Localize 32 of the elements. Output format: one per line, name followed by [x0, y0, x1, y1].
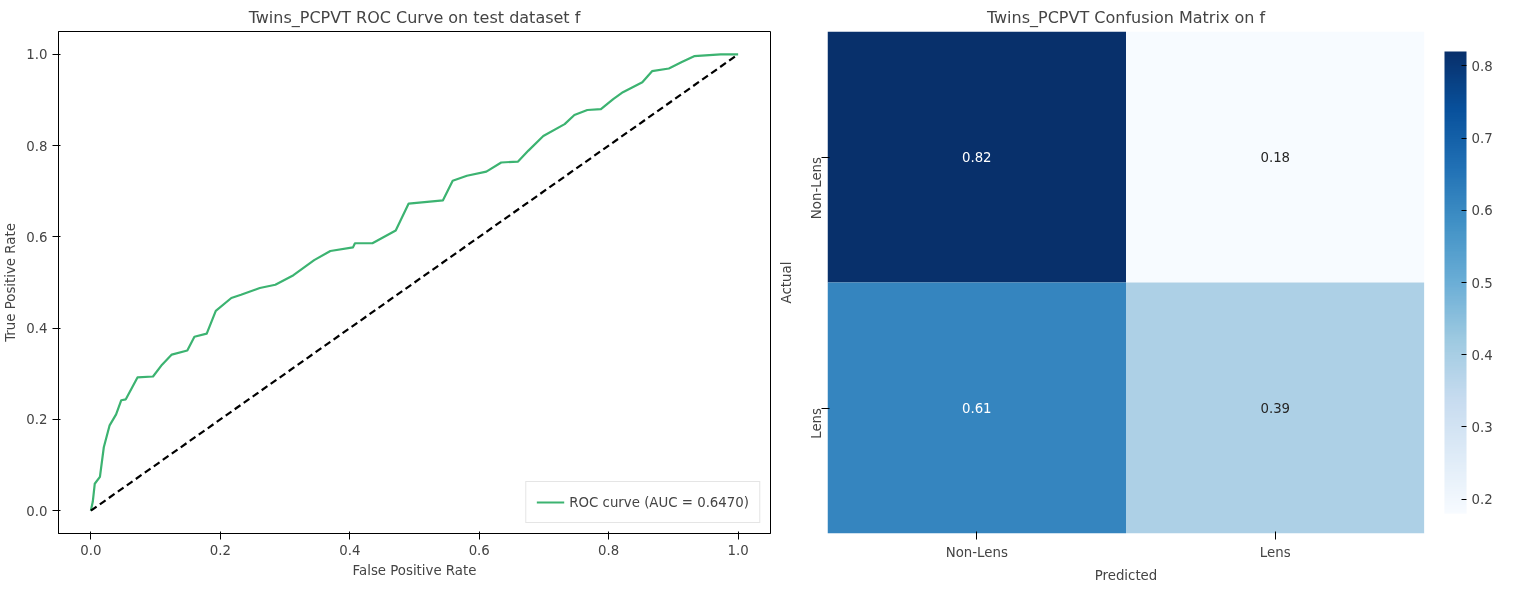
color-bar-label: 0.3 [1471, 419, 1493, 435]
chart-title: Twins_PCPVT ROC Curve on test dataset f [247, 7, 581, 28]
color-bar-label: 0.8 [1471, 58, 1493, 74]
y-tick-label: 1.0 [26, 47, 48, 63]
chart-title: Twins_PCPVT Confusion Matrix on f [985, 7, 1266, 28]
color-bar-label: 0.5 [1471, 275, 1493, 291]
data-label: 0.61 [961, 401, 992, 416]
color-bar-label: 0.4 [1471, 347, 1493, 363]
data-label: 0.39 [1260, 401, 1291, 416]
y-tick-label: 0.2 [26, 412, 48, 428]
y-tick-label: 0.8 [26, 138, 48, 154]
x-tick-label: Non-Lens [945, 544, 1008, 560]
x-tick-label: 0.0 [80, 542, 102, 558]
x-tick-label: 1.0 [727, 542, 749, 558]
color-bar-label: 0.7 [1471, 131, 1493, 147]
x-tick-label: 0.8 [598, 542, 620, 558]
x-tick-label: 0.2 [209, 542, 231, 558]
y-tick-label: 0.6 [26, 229, 48, 245]
x-tick-label: 0.6 [468, 542, 490, 558]
data-label: 0.82 [961, 150, 992, 165]
legend-label: ROC curve (AUC = 0.6470) [569, 494, 749, 510]
x-tick-label: Lens [1259, 544, 1291, 560]
y-axis-title: True Positive Rate [3, 223, 19, 343]
x-tick-label: 0.4 [339, 542, 361, 558]
x-axis-title: Predicted [1094, 567, 1158, 583]
y-tick-label: 0.4 [26, 321, 48, 337]
color-bar-label: 0.2 [1471, 492, 1493, 508]
color-bar-label: 0.6 [1471, 203, 1493, 219]
x-axis-title: False Positive Rate [352, 562, 477, 578]
y-tick-label: 0.0 [26, 503, 48, 519]
y-axis-title: Actual [778, 261, 794, 304]
data-label: 0.18 [1260, 150, 1291, 165]
